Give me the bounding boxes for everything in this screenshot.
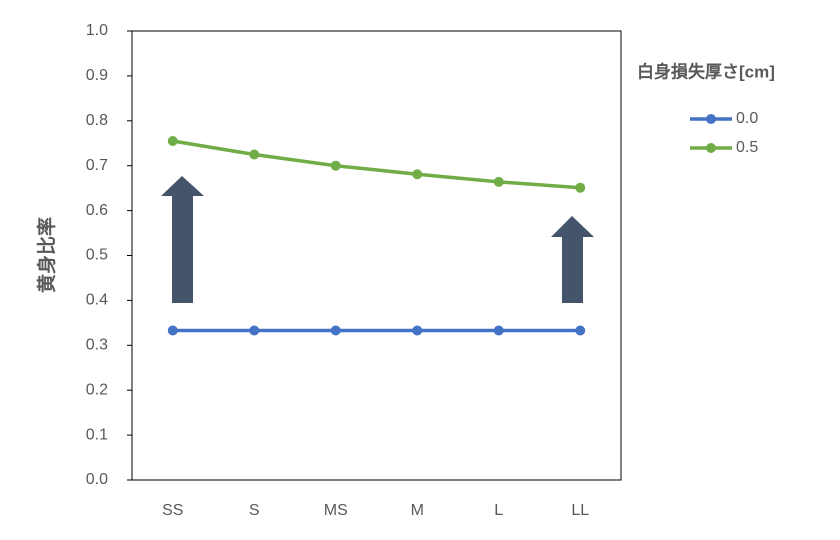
data-point [249,325,260,336]
series-line [172,139,581,190]
legend-marker [706,114,716,124]
data-point [493,325,504,336]
x-tick-label: S [249,502,260,519]
y-tick-label: 0.7 [86,157,108,174]
y-tick-label: 0.0 [86,471,108,488]
y-tick-label: 0.8 [86,112,108,129]
y-tick-label: 0.3 [86,337,108,354]
y-tick-label: 0.2 [86,381,108,398]
data-point [249,149,260,160]
arrow [161,176,204,303]
y-tick-label: 0.1 [86,426,108,443]
x-tick-label: SS [162,502,183,519]
arrow [551,216,594,303]
y-tick-label: 0.6 [86,202,108,219]
legend-marker [706,143,716,153]
data-point [330,160,341,171]
data-point [412,325,423,336]
data-point [493,176,504,187]
x-tick-label: LL [571,502,589,519]
plot-area [131,30,622,481]
data-point [330,325,341,336]
x-tick-label: MS [324,502,348,519]
data-point [167,136,178,147]
legend-label: 0.5 [736,139,758,156]
x-tick-label: L [494,502,503,519]
data-point [167,325,178,336]
y-tick-label: 0.4 [86,292,108,309]
legend-label: 0.0 [736,110,758,127]
data-point [575,182,586,193]
y-axis-label: 黄身比率 [35,217,58,293]
y-tick-label: 0.5 [86,247,108,264]
legend-title: 白身損失厚さ[cm] [637,61,775,81]
y-tick-label: 1.0 [86,22,108,39]
x-tick-label: M [411,502,424,519]
y-tick-label: 0.9 [86,67,108,84]
data-point [575,325,586,336]
data-point [412,169,423,180]
